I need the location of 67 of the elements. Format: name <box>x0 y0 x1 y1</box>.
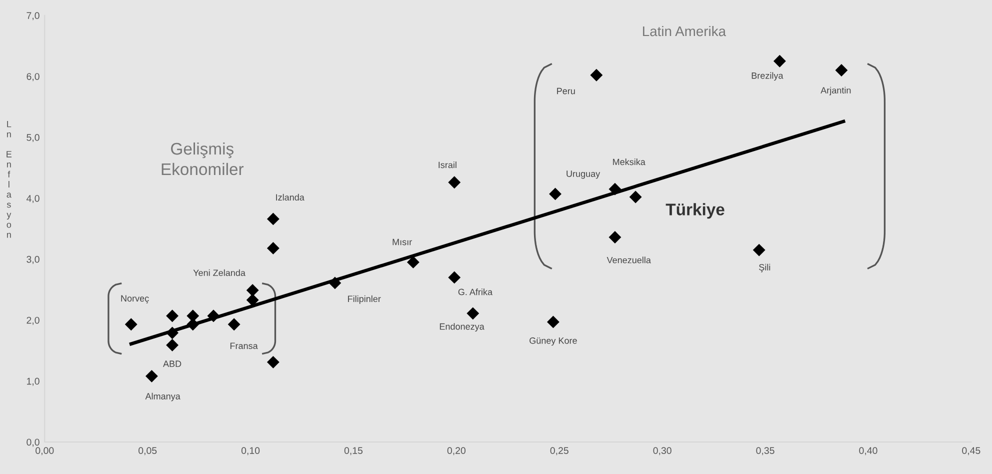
x-tick-label: 0,45 <box>962 447 980 456</box>
point <box>166 326 179 340</box>
annotation: G. Afrika <box>458 288 493 296</box>
point <box>166 338 179 352</box>
annotation: Fransa <box>230 342 258 350</box>
annotation: Filipinler <box>348 295 381 304</box>
annotation: Endonezya <box>440 323 484 332</box>
point <box>124 318 138 331</box>
y-tick-label: 1,0 <box>27 378 40 386</box>
point <box>629 190 642 204</box>
point <box>246 294 259 306</box>
point <box>448 176 461 189</box>
annotation: Peru <box>557 88 575 94</box>
annotation: Brezilya <box>752 72 784 81</box>
point <box>207 310 220 322</box>
annotation: Türkiye <box>666 203 724 219</box>
annotation: Şili <box>759 264 770 272</box>
annotation: Meksika <box>613 158 646 166</box>
point <box>166 310 179 322</box>
annotation: Israil <box>438 162 456 168</box>
point <box>546 316 560 328</box>
annotation: Yeni Zelanda <box>193 269 246 276</box>
x-tick-label: 0,10 <box>241 447 260 456</box>
point <box>145 370 158 382</box>
x-tick-label: 0,30 <box>653 447 672 456</box>
y-tick-label: 5,0 <box>26 134 40 142</box>
point <box>266 242 280 254</box>
point <box>328 276 342 290</box>
point <box>466 307 480 320</box>
point <box>549 188 562 200</box>
point <box>246 284 259 296</box>
annotation: Gelişmiş Ekonomiler <box>162 142 244 176</box>
point <box>608 182 622 196</box>
point <box>752 244 766 256</box>
y-tick-label: 4,0 <box>26 194 40 203</box>
annotation: ABD <box>163 360 182 367</box>
annotation: Latin Amerika <box>643 26 726 36</box>
point <box>835 64 848 76</box>
annotation: Izlanda <box>276 194 304 201</box>
y-tick-label: 6,0 <box>26 73 40 82</box>
annotation: Norveç <box>121 295 149 304</box>
annotation: Uruguay <box>566 170 600 179</box>
point <box>608 231 622 244</box>
x-tick-label: 0,40 <box>859 447 878 456</box>
x-tick-label: 0,00 <box>36 447 54 456</box>
y-tick-label: 7,0 <box>26 12 40 20</box>
point <box>228 318 240 331</box>
y-tick-label: 3,0 <box>26 256 40 264</box>
annotation: Almanya <box>145 392 180 402</box>
x-tick-label: 0,20 <box>447 447 466 456</box>
annotation: Güney Kore <box>530 337 577 346</box>
point <box>773 54 786 68</box>
point <box>266 212 280 226</box>
y-tick-label: 2,0 <box>26 316 40 325</box>
annotation: Arjantin <box>820 86 851 96</box>
annotation: Mısır <box>392 238 412 246</box>
point <box>406 256 420 268</box>
x-tick-label: 0,25 <box>550 447 568 456</box>
y-tick-label: 0,0 <box>26 438 40 447</box>
point <box>448 271 461 284</box>
text: Ln Enflasyon <box>6 120 12 238</box>
x-tick-label: 0,15 <box>344 447 363 456</box>
point <box>266 356 280 368</box>
annotation: Venezuella <box>606 256 651 264</box>
x-tick-label: 0,35 <box>756 447 774 456</box>
x-tick-label: 0,05 <box>138 447 157 456</box>
point <box>590 68 603 82</box>
